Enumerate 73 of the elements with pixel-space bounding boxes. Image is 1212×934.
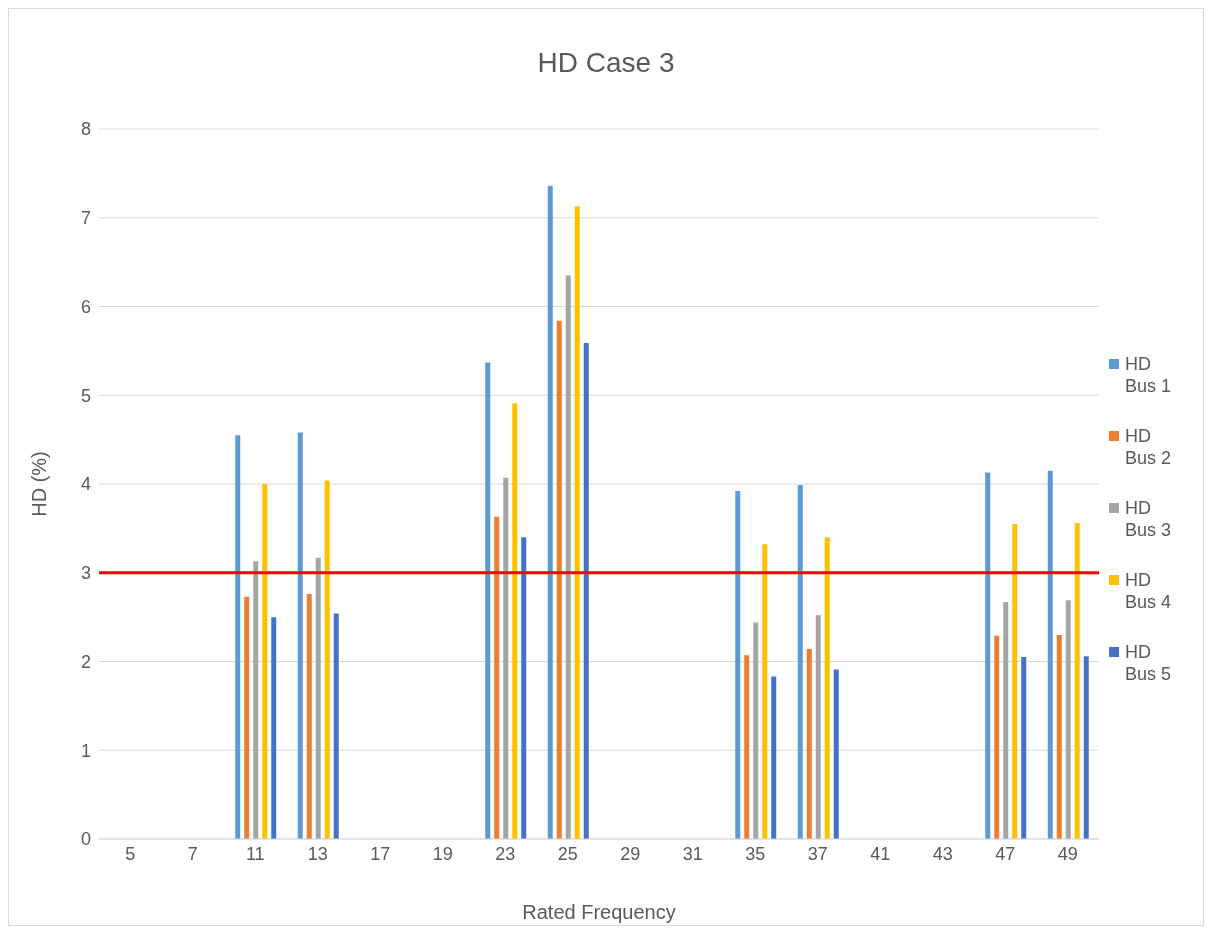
bar (271, 617, 277, 839)
y-tick-label: 8 (80, 119, 91, 140)
bar (994, 635, 1000, 839)
bar (556, 320, 562, 839)
bar (521, 537, 527, 839)
y-tick-label: 4 (80, 474, 91, 495)
chart-title: HD Case 3 (536, 46, 676, 80)
y-tick-label: 6 (80, 296, 91, 317)
bar (297, 432, 303, 839)
x-tick-label: 35 (745, 843, 766, 864)
x-tick-label: 17 (370, 843, 391, 864)
bar (735, 491, 741, 839)
bar (1003, 602, 1009, 839)
x-tick-label: 49 (1057, 843, 1078, 864)
x-tick-label: 11 (245, 843, 265, 864)
bar (333, 613, 339, 839)
legend-label: HD Bus 2 (1125, 425, 1173, 469)
bar (485, 362, 491, 839)
y-tick-label: 3 (80, 563, 91, 584)
legend-label: HD Bus 3 (1125, 497, 1173, 541)
x-tick-label: 25 (557, 843, 578, 864)
bar (235, 435, 241, 839)
bar (547, 185, 553, 839)
bar (494, 516, 500, 839)
bar (574, 206, 580, 839)
bar (244, 596, 250, 839)
bar (744, 655, 750, 839)
legend-label: HD Bus 4 (1125, 569, 1173, 613)
bar (315, 557, 321, 839)
x-tick-label: 19 (432, 843, 453, 864)
bar (833, 669, 839, 839)
legend-label: HD Bus 1 (1125, 353, 1173, 397)
x-tick-label: 13 (307, 843, 328, 864)
bar (503, 477, 509, 839)
bar (815, 615, 821, 839)
bar (824, 537, 830, 839)
y-axis-title: HD (%) (28, 451, 51, 517)
bar (583, 342, 589, 839)
x-tick-label: 5 (125, 843, 136, 864)
bar (985, 472, 991, 839)
bar (324, 480, 330, 839)
x-tick-label: 37 (807, 843, 828, 864)
bar (753, 622, 759, 839)
x-axis-title: Rated Frequency (522, 901, 676, 923)
bar (1083, 656, 1089, 839)
y-tick-label: 0 (80, 829, 91, 850)
bar (1056, 634, 1062, 839)
bar (1047, 470, 1053, 839)
y-tick-label: 5 (80, 385, 91, 406)
bar (1012, 523, 1018, 839)
bar (762, 544, 768, 839)
bar (771, 676, 777, 839)
bar (565, 275, 571, 839)
bar (797, 484, 803, 839)
bar (262, 484, 268, 839)
bar (512, 403, 518, 839)
legend-label: HD Bus 5 (1125, 641, 1173, 685)
y-tick-label: 7 (80, 208, 91, 229)
bar (253, 561, 259, 839)
y-tick-label: 2 (80, 651, 91, 672)
bar (306, 594, 312, 839)
x-tick-label: 31 (682, 843, 703, 864)
x-tick-label: 47 (995, 843, 1016, 864)
x-tick-label: 41 (870, 843, 891, 864)
bar (1021, 657, 1027, 839)
x-tick-label: 29 (620, 843, 641, 864)
bar (806, 649, 812, 839)
x-tick-label: 7 (187, 843, 198, 864)
y-tick-label: 1 (80, 740, 91, 761)
bar (1074, 523, 1080, 839)
bar (1065, 600, 1071, 839)
x-tick-label: 23 (495, 843, 516, 864)
x-tick-label: 43 (932, 843, 953, 864)
